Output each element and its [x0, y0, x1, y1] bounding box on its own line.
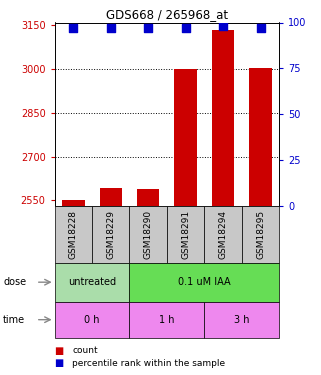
- Text: untreated: untreated: [68, 277, 116, 287]
- Text: GSM18228: GSM18228: [69, 210, 78, 259]
- Point: [146, 25, 151, 31]
- Text: GSM18229: GSM18229: [106, 210, 115, 259]
- Title: GDS668 / 265968_at: GDS668 / 265968_at: [106, 8, 228, 21]
- Text: ■: ■: [55, 346, 64, 355]
- Text: GSM18291: GSM18291: [181, 210, 190, 259]
- Bar: [204, 302, 279, 338]
- Text: GSM18295: GSM18295: [256, 210, 265, 259]
- Bar: [204, 206, 242, 262]
- Bar: [137, 189, 160, 375]
- Text: GSM18294: GSM18294: [219, 210, 228, 259]
- Bar: [92, 206, 129, 262]
- Bar: [129, 262, 279, 302]
- Bar: [249, 68, 272, 375]
- Bar: [212, 30, 234, 375]
- Text: 3 h: 3 h: [234, 315, 249, 325]
- Point: [71, 25, 76, 31]
- Bar: [100, 188, 122, 375]
- Text: 0.1 uM IAA: 0.1 uM IAA: [178, 277, 231, 287]
- Bar: [174, 69, 197, 375]
- Bar: [129, 206, 167, 262]
- Bar: [167, 206, 204, 262]
- Bar: [55, 206, 92, 262]
- Text: percentile rank within the sample: percentile rank within the sample: [72, 358, 225, 368]
- Point: [108, 25, 113, 31]
- Point: [258, 25, 263, 31]
- Text: time: time: [3, 315, 25, 325]
- Bar: [55, 262, 129, 302]
- Bar: [242, 206, 279, 262]
- Point: [183, 25, 188, 31]
- Text: 0 h: 0 h: [84, 315, 100, 325]
- Bar: [62, 200, 84, 375]
- Text: dose: dose: [3, 277, 26, 287]
- Text: count: count: [72, 346, 98, 355]
- Text: 1 h: 1 h: [159, 315, 175, 325]
- Bar: [129, 302, 204, 338]
- Text: GSM18290: GSM18290: [144, 210, 153, 259]
- Point: [221, 23, 226, 29]
- Bar: [55, 302, 129, 338]
- Text: ■: ■: [55, 358, 64, 368]
